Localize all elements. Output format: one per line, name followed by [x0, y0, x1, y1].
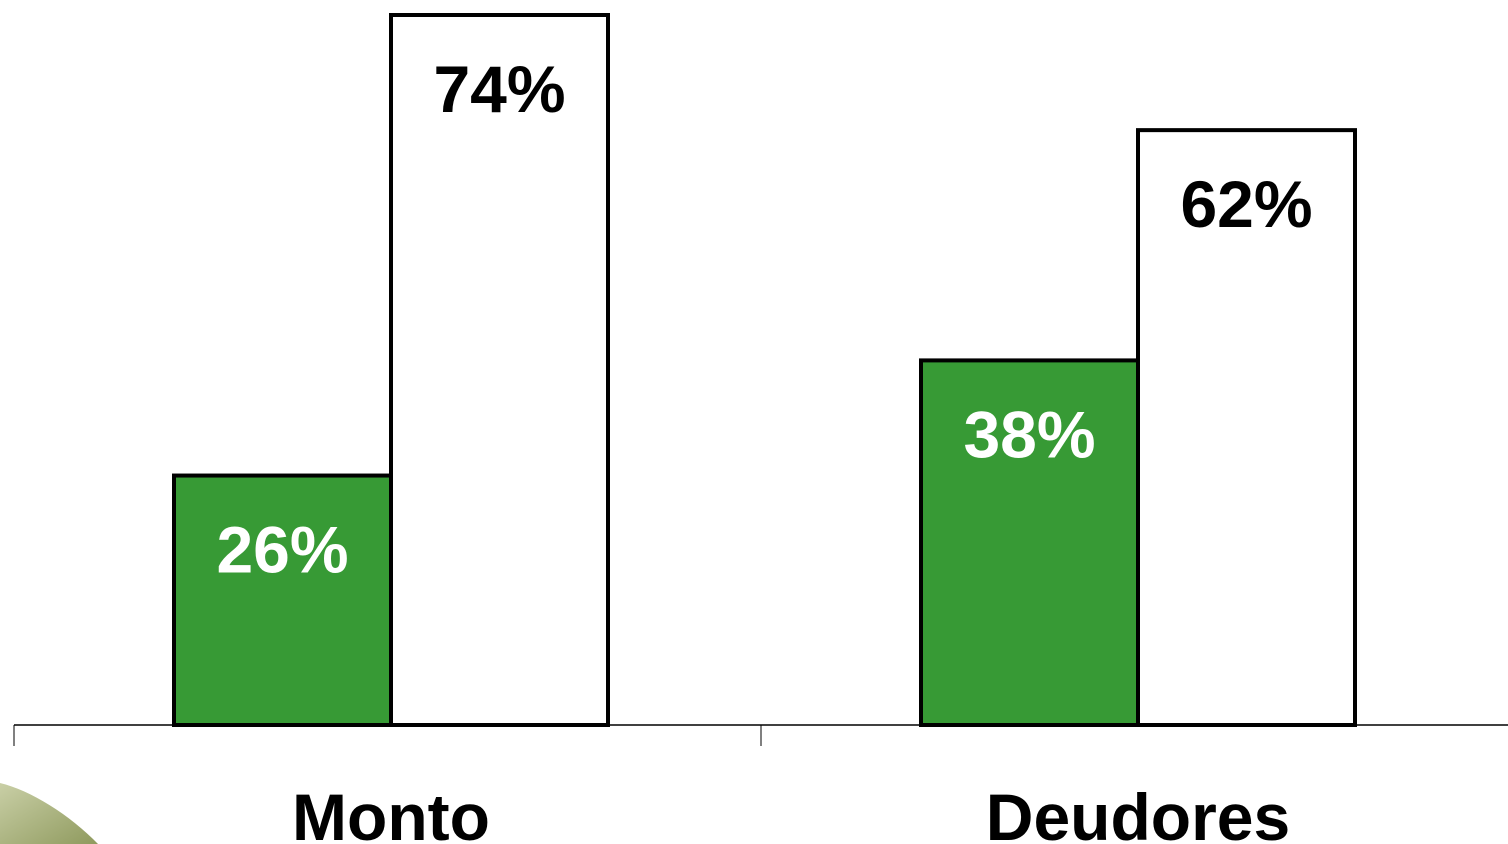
- data-label-deudores-series-0: 38%: [963, 397, 1095, 471]
- x-axis: [13, 724, 1508, 746]
- data-label-monto-series-0: 26%: [216, 513, 348, 587]
- bar-monto-series-1: [389, 13, 610, 727]
- data-label-deudores-series-1: 62%: [1180, 167, 1312, 241]
- category-labels-group: Monto Deudores: [292, 780, 1290, 844]
- bar-deudores-series-0: [919, 358, 1140, 727]
- data-label-monto-series-1: 74%: [433, 52, 565, 126]
- bar-deudores-series-1: [1136, 128, 1357, 727]
- value-labels-group: 26% 74% 38% 62%: [216, 52, 1312, 587]
- category-label-monto: Monto: [292, 780, 490, 844]
- leaf-decoration: [0, 783, 98, 844]
- category-label-deudores: Deudores: [986, 780, 1290, 844]
- bars-group: [172, 13, 1357, 727]
- bar-monto-series-0: [172, 473, 393, 727]
